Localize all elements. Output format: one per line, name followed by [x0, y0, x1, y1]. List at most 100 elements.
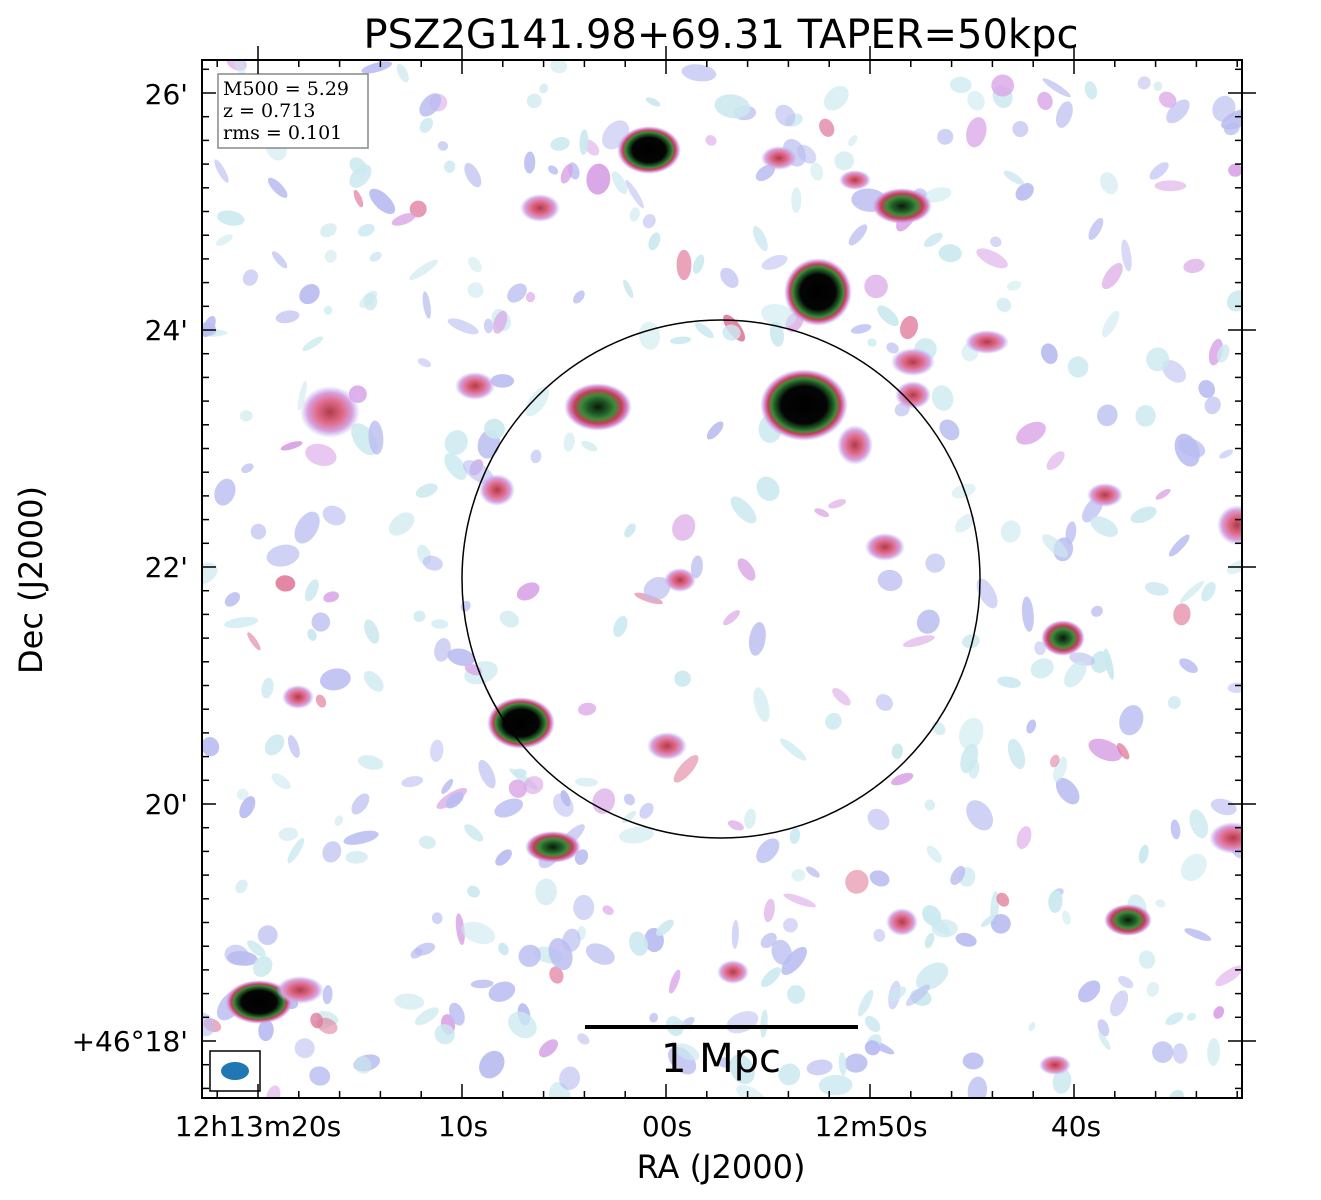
noise-patch: [1137, 76, 1151, 90]
noise-patch: [267, 177, 288, 198]
noise-patch: [991, 74, 1015, 97]
noise-patch: [903, 635, 935, 648]
noise-patch: [1007, 738, 1026, 770]
noise-patch: [278, 827, 298, 841]
noise-patch: [573, 894, 595, 921]
noise-patch: [401, 776, 424, 788]
noise-patch: [409, 200, 427, 218]
noise-patch: [1121, 239, 1132, 272]
noise-patch: [470, 979, 494, 989]
noise-patch: [1155, 488, 1171, 500]
noise-patch: [737, 558, 756, 581]
noise-patch: [483, 318, 494, 334]
noise-patch: [924, 799, 936, 811]
noise-patch: [648, 232, 661, 251]
noise-patch: [736, 1084, 766, 1098]
noise-patch: [271, 251, 288, 269]
noise-patch: [449, 1002, 465, 1026]
source-blob: [647, 732, 687, 760]
noise-patch: [1183, 258, 1205, 274]
noise-patch: [324, 249, 337, 263]
noise-patch: [351, 793, 370, 815]
noise-patch: [925, 553, 946, 573]
y-axis-label: Dec (J2000): [12, 486, 50, 674]
noise-patch: [417, 358, 432, 368]
noise-patch: [832, 687, 851, 706]
x-tick-label: 00s: [642, 1110, 692, 1143]
noise-patch: [864, 1040, 881, 1056]
noise-patch: [752, 225, 768, 252]
noise-patch: [1050, 754, 1060, 768]
noise-patch: [761, 304, 797, 327]
noise-patch: [997, 676, 1021, 688]
noise-patch: [1098, 1032, 1111, 1050]
noise-patch: [322, 985, 333, 1005]
noise-patch: [706, 421, 724, 440]
noise-patch: [1042, 78, 1071, 98]
beam-ellipse: [221, 1062, 249, 1080]
noise-patch: [731, 919, 739, 949]
noise-patch: [1118, 975, 1134, 989]
noise-patch: [1166, 99, 1190, 124]
noise-patch: [464, 162, 482, 188]
y-tick-label: +46°18': [72, 1025, 188, 1058]
source-blob: [872, 188, 932, 224]
noise-patch: [492, 310, 508, 334]
noise-patch: [962, 1052, 984, 1070]
chart-title: PSZ2G141.98+69.31 TAPER=50kpc: [364, 12, 1079, 58]
source-blob: [760, 369, 848, 441]
noise-patch: [1228, 163, 1242, 177]
noise-patch: [761, 254, 788, 270]
noise-patch: [1135, 405, 1156, 427]
noise-patch: [1215, 965, 1242, 987]
noise-patch: [694, 322, 714, 339]
noise-patch: [1062, 910, 1071, 926]
noise-patch: [287, 838, 305, 864]
noise-patch: [444, 430, 468, 456]
noise-patch: [444, 160, 456, 173]
source-blob: [865, 533, 905, 561]
noise-patch: [484, 418, 505, 439]
sources: [225, 126, 1242, 1075]
noise-patch: [586, 163, 611, 195]
noise-patch: [923, 232, 943, 248]
noise-patch: [924, 932, 935, 949]
noise-patch: [334, 815, 344, 826]
noise-patch: [1097, 1019, 1110, 1037]
info-rms: rms = 0.101: [223, 122, 342, 144]
plot-frame: [201, 59, 1243, 1099]
noise-patch: [1102, 310, 1120, 338]
noise-patch: [578, 702, 597, 716]
noise-patch: [845, 869, 869, 894]
noise-patch: [681, 64, 717, 82]
noise-patch: [819, 118, 835, 137]
noise-patch: [1180, 853, 1207, 882]
noise-patch: [478, 759, 496, 789]
noise-patch: [1119, 705, 1144, 736]
noise-patch: [490, 374, 515, 388]
noise-patch: [967, 90, 985, 111]
noise-patch: [834, 151, 855, 171]
source-blob: [276, 976, 324, 1004]
noise-patch: [364, 619, 380, 644]
source-blob: [1217, 505, 1242, 545]
noise-patch: [674, 1043, 700, 1061]
noise-patch: [814, 508, 830, 518]
noise-patch: [525, 386, 550, 417]
noise-patch: [1067, 356, 1089, 378]
noise-patch: [495, 849, 512, 866]
noise-patch: [624, 523, 636, 538]
noise-patch: [867, 338, 877, 347]
noise-patch: [864, 1015, 881, 1033]
x-tick-label: 40s: [1051, 1110, 1101, 1143]
noise-patch: [294, 1038, 315, 1059]
noise-patch: [848, 224, 868, 246]
noise-patch: [1217, 344, 1230, 363]
noise-patch: [467, 282, 484, 299]
noise-patch: [233, 60, 246, 77]
noise-patch: [857, 989, 874, 1017]
noise-patch: [422, 555, 443, 571]
noise-patch: [357, 223, 375, 237]
noise-patch: [848, 135, 858, 147]
source-blob: [717, 960, 749, 984]
